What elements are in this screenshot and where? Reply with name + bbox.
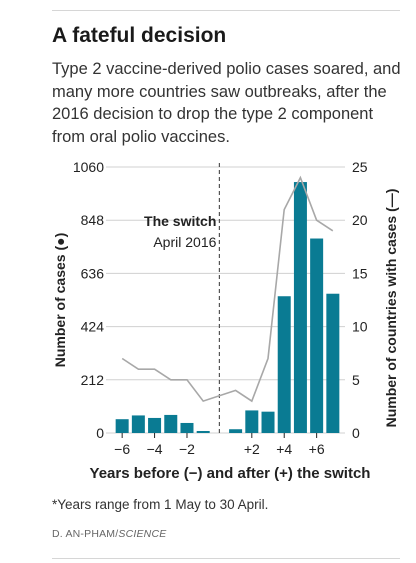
- case-bar: [261, 411, 275, 433]
- case-bar: [148, 417, 162, 433]
- chart: The switch April 2016 02124246368481060 …: [52, 159, 399, 482]
- x-axis-title: Years before (−) and after (+) the switc…: [90, 465, 371, 482]
- top-rule: [52, 10, 400, 11]
- right-tick-label: 10: [352, 319, 368, 335]
- right-axis-ticks: 0 5 10 15 20 25: [352, 159, 368, 441]
- credit: D. AN-PHAM/SCIENCE: [52, 528, 166, 540]
- case-bar: [196, 430, 210, 433]
- x-tick-label: +2: [244, 441, 260, 457]
- case-bar: [310, 238, 324, 433]
- x-tick-label: −2: [179, 441, 195, 457]
- right-tick-label: 20: [352, 212, 368, 228]
- x-tick-label: −4: [147, 441, 163, 457]
- case-bar: [164, 414, 178, 433]
- left-tick-label: 848: [81, 212, 105, 228]
- left-axis-title: Number of cases (●): [52, 233, 68, 368]
- case-bar: [180, 422, 194, 433]
- case-bar: [115, 419, 129, 433]
- left-axis-ticks: 0 212 424 636 848 1060: [73, 159, 104, 441]
- bars: [115, 182, 340, 433]
- credit-source: SCIENCE: [118, 528, 167, 540]
- right-axis-title: Number of countries with cases (—): [383, 189, 399, 428]
- x-tick-label: −6: [114, 441, 130, 457]
- switch-annotation: The switch April 2016: [144, 163, 220, 433]
- left-tick-label: 636: [81, 265, 105, 281]
- left-tick-label: 1060: [73, 159, 104, 175]
- bottom-rule: [52, 558, 400, 559]
- left-tick-label: 212: [81, 372, 105, 388]
- case-bar: [229, 429, 243, 433]
- right-tick-label: 5: [352, 372, 360, 388]
- right-tick-label: 0: [352, 425, 360, 441]
- case-bar: [293, 182, 307, 433]
- x-tick-label: +4: [276, 441, 292, 457]
- x-tick-label: +6: [309, 441, 325, 457]
- case-bar: [245, 410, 259, 433]
- case-bar: [131, 415, 145, 433]
- switch-date: April 2016: [153, 234, 216, 250]
- left-tick-label: 0: [96, 425, 104, 441]
- switch-label: The switch: [144, 213, 216, 229]
- case-bar: [326, 293, 340, 433]
- countries-line: [121, 175, 334, 403]
- right-tick-label: 25: [352, 159, 368, 175]
- x-axis-ticks: −6 −4 −2 +2 +4 +6: [114, 433, 325, 457]
- case-bar: [277, 296, 291, 433]
- chart-title: A fateful decision: [52, 24, 227, 47]
- left-tick-label: 424: [81, 319, 105, 335]
- credit-author: D. AN-PHAM/: [52, 528, 119, 540]
- chart-subtitle: Type 2 vaccine-derived polio cases soare…: [52, 60, 401, 146]
- footnote: *Years range from 1 May to 30 April.: [52, 497, 269, 512]
- right-tick-label: 15: [352, 265, 368, 281]
